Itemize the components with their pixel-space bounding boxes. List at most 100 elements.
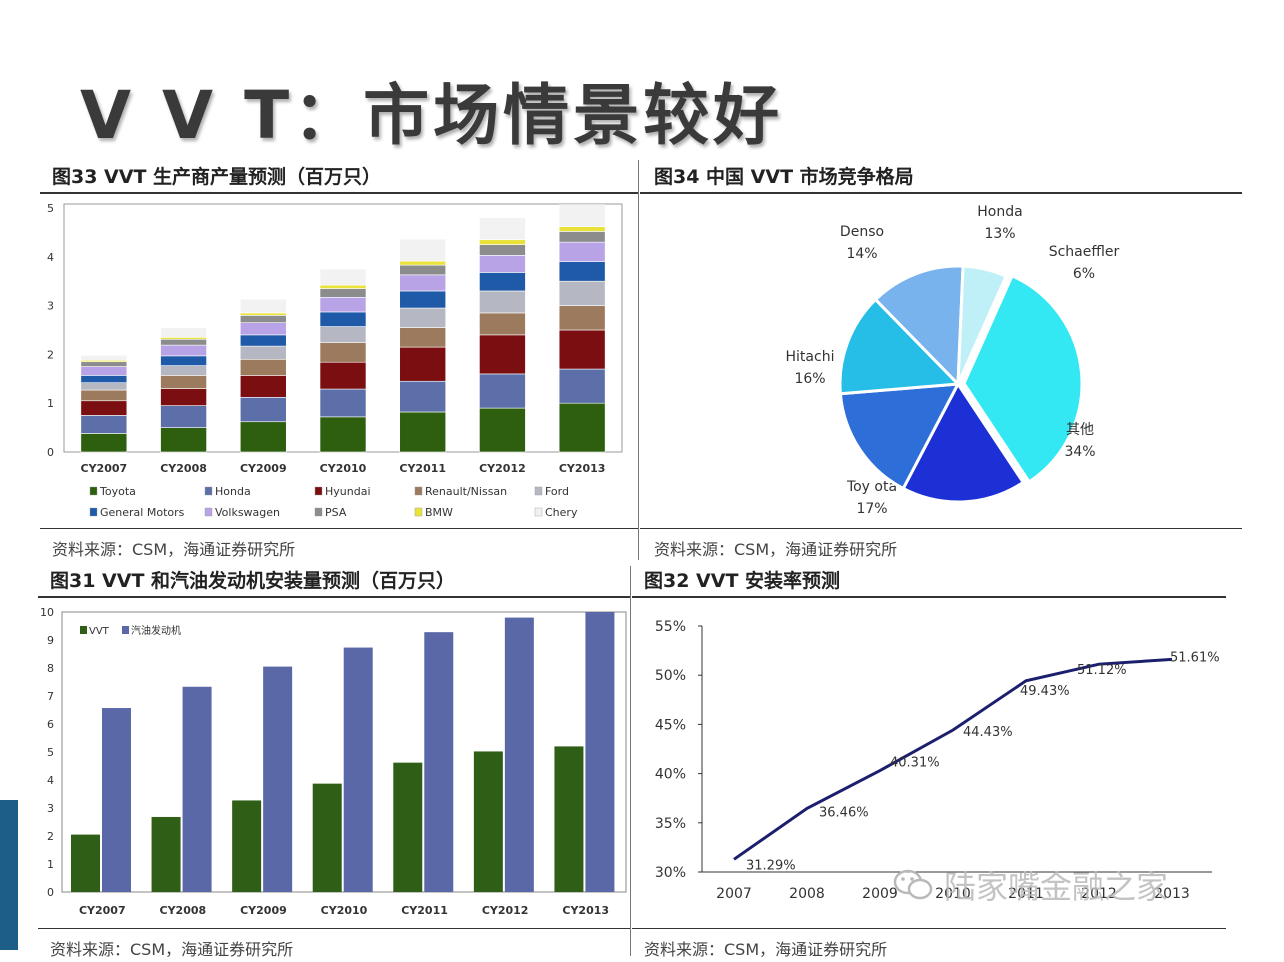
fig33-y-tick: 4 xyxy=(47,251,54,264)
fig33-bar-segment xyxy=(558,402,606,453)
fig33-legend-label: PSA xyxy=(325,506,347,519)
fig31-x-tick: CY2008 xyxy=(160,904,207,917)
fig32-chart: 30% 35% 40% 45% 50% 55% 2007 31.29% 2008 36.46% 20… xyxy=(655,619,1220,902)
fig33-legend-swatch xyxy=(89,486,98,496)
fig32-y-tick: 55% xyxy=(655,619,686,635)
fig31-y-tick: 4 xyxy=(47,774,54,787)
fig31-y-tick: 6 xyxy=(47,718,54,731)
fig33-bar-segment xyxy=(399,264,447,276)
fig33-bar-segment xyxy=(80,355,128,361)
fig33-source: 资料来源：CSM，海通证券研究所 xyxy=(52,540,296,559)
fig31-bar xyxy=(504,617,534,892)
fig31-y-tick: 3 xyxy=(47,802,54,815)
fig32-y-tick: 45% xyxy=(655,717,686,733)
fig33-bar-segment xyxy=(239,375,287,398)
fig34-slice-value: 16% xyxy=(794,371,825,387)
fig33-bar-segment xyxy=(479,334,526,375)
fig33-chart: 0 1 2 3 4 5 CY2007 CY2008 CY2009 CY2010 CY2011 CY20… xyxy=(47,202,623,519)
fig33-bar-segment xyxy=(399,411,447,453)
fig31-bar xyxy=(585,612,615,892)
fig33-bar-segment xyxy=(80,415,128,434)
fig33-bar-segment xyxy=(239,358,287,376)
fig32-y-tick: 30% xyxy=(655,865,686,881)
fig33-bar-segment xyxy=(399,290,447,309)
fig34-pie-slice xyxy=(838,382,961,491)
fig32-data-label: 51.12% xyxy=(1077,663,1127,678)
fig33-bar-segment xyxy=(479,217,526,241)
fig33-bar-segment xyxy=(558,231,606,243)
fig33-bar-segment xyxy=(239,315,287,323)
fig33-bar-segment xyxy=(319,284,367,289)
fig33-legend-label: Honda xyxy=(215,485,251,498)
fig33-legend-label: Ford xyxy=(545,485,569,498)
fig33-bar-segment xyxy=(479,255,526,273)
fig33-top-rule xyxy=(40,192,638,194)
fig33-bar-segment xyxy=(239,334,287,347)
fig32-x-tick: 2013 xyxy=(1154,886,1190,902)
fig32-bottom-rule xyxy=(632,928,1226,929)
fig33-x-tick: CY2011 xyxy=(399,462,446,475)
fig32-x-tick: 2007 xyxy=(716,886,752,902)
fig33-x-tick: CY2009 xyxy=(240,462,287,475)
fig31-legend-label: VVT xyxy=(89,626,110,637)
fig33-bar-segment xyxy=(399,380,447,413)
fig31-bar xyxy=(554,746,584,892)
fig31-bar xyxy=(263,666,293,892)
fig33-bar-segment xyxy=(239,345,287,360)
fig34-slice-name: Hitachi xyxy=(786,349,835,365)
fig32-x-tick: 2011 xyxy=(1008,886,1044,902)
fig32-title: 图32 VVT 安装率预测 xyxy=(644,570,841,592)
watermark-text: 陆家嘴金融之家 xyxy=(944,868,1169,906)
fig33-bar-segment xyxy=(319,297,367,313)
fig34-pie-slice xyxy=(956,264,1009,385)
fig33-legend-label: Chery xyxy=(545,506,578,519)
fig34-chart: 其他 34% Toy ota 17% Hitachi 16% Denso 14% Honda 13… xyxy=(786,204,1120,517)
fig33-bar-segment xyxy=(160,375,207,389)
fig33-legend-swatch xyxy=(89,507,98,517)
fig31-top-rule xyxy=(38,596,630,598)
fig31-y-tick: 9 xyxy=(47,634,54,647)
fig33-bar-segment xyxy=(558,226,606,232)
fig31-y-tick: 8 xyxy=(47,662,54,675)
fig33-bar-segment xyxy=(319,388,367,418)
fig31-title: 图31 VVT 和汽油发动机安装量预测（百万只） xyxy=(50,570,456,592)
fig34-slice-name: Honda xyxy=(977,204,1022,220)
fig32-data-label: 44.43% xyxy=(963,725,1013,740)
fig34-slice-name: Toy ota xyxy=(846,479,897,495)
fig31-bar xyxy=(232,800,262,892)
fig32-data-label: 31.29% xyxy=(746,858,796,873)
fig33-bar-segment xyxy=(319,268,367,286)
fig33-legend-swatch xyxy=(314,507,323,517)
fig33-bar-segment xyxy=(80,375,128,384)
fig33-legend-label: General Motors xyxy=(100,506,185,519)
fig32-x-tick: 2009 xyxy=(862,886,898,902)
fig34-pie-slice xyxy=(901,381,1026,504)
fig33-bar-segment xyxy=(479,272,526,292)
fig34-top-rule xyxy=(640,192,1242,194)
page-title: V V T：市场情景较好 xyxy=(80,77,784,154)
vertical-divider-top xyxy=(638,160,639,560)
fig33-legend-swatch xyxy=(414,486,423,496)
fig33-bar-segment xyxy=(558,368,606,404)
fig33-legend-label: Renault/Nissan xyxy=(425,485,507,498)
fig33-x-tick: CY2007 xyxy=(81,462,128,475)
fig31-x-tick: CY2007 xyxy=(79,904,126,917)
fig33-bar-segment xyxy=(160,365,207,376)
fig31-bar xyxy=(424,632,454,892)
fig32-y-tick: 40% xyxy=(655,767,686,783)
fig32-x-tick: 2010 xyxy=(935,886,971,902)
fig33-bar-segment xyxy=(399,307,447,328)
fig31-bar xyxy=(343,647,373,892)
fig31-chart: 0 1 2 3 4 5 6 7 8 9 10 CY2007 CY2008 CY2009 CY2010 CY20… xyxy=(40,606,627,917)
fig34-pie-slice xyxy=(962,273,1084,484)
fig33-bottom-rule xyxy=(40,528,638,529)
fig33-bar-segment xyxy=(479,290,526,314)
fig31-y-tick: 7 xyxy=(47,690,54,703)
fig33-legend-label: Volkswagen xyxy=(215,506,280,519)
fig33-bar-segment xyxy=(80,382,128,391)
fig32-x-tick: 2012 xyxy=(1081,886,1117,902)
fig33-legend-label: Hyundai xyxy=(325,485,371,498)
fig33-bar-segment xyxy=(160,344,207,357)
fig33-bar-segment xyxy=(80,361,128,367)
fig33-x-tick: CY2008 xyxy=(160,462,207,475)
